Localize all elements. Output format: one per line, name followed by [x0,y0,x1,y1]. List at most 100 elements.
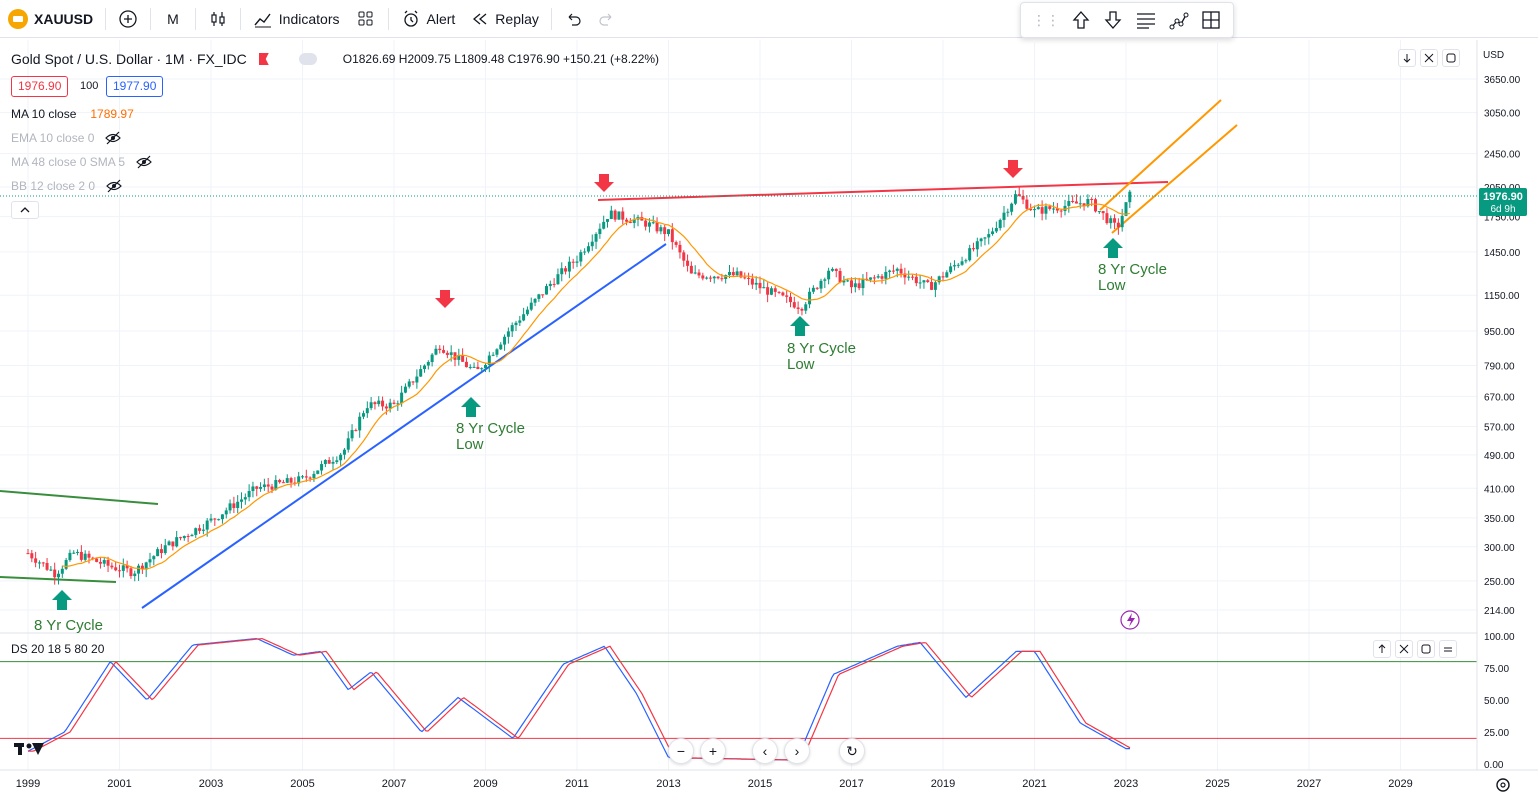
candle-body [735,271,739,276]
candle-body [884,271,888,279]
time-axis-label: 2025 [1205,778,1229,790]
candle-body [945,272,949,278]
undo-button[interactable] [556,0,590,38]
candle-body [853,283,857,288]
symbol-search[interactable]: XAUUSD [0,0,101,38]
candle-body [674,242,678,245]
price-axis-label: 2450.00 [1484,150,1521,161]
candle-body [335,460,339,462]
candle-body [491,354,495,356]
indicator-bb12[interactable]: BB 12 close 2 0 [11,179,123,193]
candle-body [354,430,358,432]
oscillator-lines [27,637,1131,761]
candle-body [281,482,285,484]
replay-button[interactable]: Replay [463,0,547,38]
candle-body [476,366,480,370]
candle-body [533,298,537,303]
candle-body [716,276,720,279]
chart-type-button[interactable] [200,0,236,38]
scroll-left-button[interactable]: ‹ [752,738,778,764]
candle-body [518,320,522,323]
maximize-osc-button[interactable] [1417,640,1435,658]
arrow-down-icon[interactable] [1102,9,1124,31]
candle-body [682,252,686,261]
ohlc-change: +150.21 (+8.22%) [562,52,660,66]
candle-body [781,292,785,296]
candle-body [525,309,529,315]
lightning-icon[interactable] [1120,610,1140,630]
candle-body [941,276,945,278]
candle-body [998,219,1002,229]
candle-body [194,528,198,535]
candle-body [1036,207,1040,210]
price-axis-label: 950.00 [1484,327,1515,338]
candle-body [705,277,709,279]
candle-body [255,486,259,489]
currency-label[interactable]: USD [1483,50,1504,61]
candle-body [34,558,38,563]
path-icon[interactable] [1168,9,1190,31]
buy-price-box[interactable]: 1977.90 [106,76,164,97]
candle-body [922,280,926,283]
alert-button[interactable]: Alert [393,0,464,38]
redo-button[interactable] [590,0,624,38]
eye-off-icon[interactable] [104,131,122,145]
collapse-icon [1444,647,1452,652]
candle-body [316,470,320,474]
drag-handle-icon[interactable]: ⋮⋮ [1032,11,1060,28]
candle-body [808,291,812,305]
eye-off-icon[interactable] [105,179,123,193]
interval-button[interactable]: M [155,0,191,38]
indicators-button[interactable]: Indicators [245,0,348,38]
candle-body [392,402,396,404]
symbol-description[interactable]: Gold Spot / U.S. Dollar · 1M · FX_IDC [11,51,247,67]
indicator-ema10[interactable]: EMA 10 close 0 [11,131,122,145]
eye-off-icon[interactable] [135,155,153,169]
reset-chart-button[interactable]: ↻ [839,738,865,764]
more-icon[interactable] [298,53,317,65]
candle-body [842,280,846,283]
candle-body [720,278,724,280]
scroll-right-button[interactable]: › [784,738,810,764]
price-axis-label: 3650.00 [1484,75,1521,86]
close-osc-button[interactable] [1395,640,1413,658]
candle-body [266,484,270,487]
rewind-icon [473,13,487,24]
chart-canvas[interactable]: 3650.003050.002450.002050.001750.001450.… [0,40,1538,802]
more-osc-button[interactable] [1439,640,1457,658]
maximize-pane-button[interactable] [1442,49,1460,67]
compare-button[interactable] [110,0,146,38]
measure-icon[interactable] [1200,9,1222,31]
candle-body [815,287,819,289]
candle-body [381,400,385,407]
candle-body [430,354,434,363]
indicator-ma10[interactable]: MA 10 close 1789.97 [11,107,134,121]
annotation-2-line1: 8 Yr Cycle [456,420,525,437]
up-arrow-marker [461,397,481,417]
move-up-button[interactable] [1373,640,1391,658]
candle-body [876,276,880,278]
oscillator-label[interactable]: DS 20 18 5 80 20 [11,642,105,656]
move-down-button[interactable] [1398,49,1416,67]
templates-button[interactable] [348,0,384,38]
alert-label: Alert [426,10,456,27]
candle-body [415,376,419,383]
zoom-in-button[interactable]: + [700,738,726,764]
candle-body [198,528,202,531]
candle-body [750,278,754,285]
gear-icon[interactable] [1496,778,1510,792]
flag-icon[interactable] [258,53,269,65]
indicator-ma48[interactable]: MA 48 close 0 SMA 5 [11,155,153,169]
candle-body [579,252,583,262]
long-position-icon[interactable] [1134,9,1158,31]
arrow-up-icon[interactable] [1070,9,1092,31]
collapse-legend-button[interactable] [11,201,39,219]
close-pane-button[interactable] [1420,49,1438,67]
interval-label: M [167,10,179,27]
candle-body [846,280,850,282]
candle-body [228,503,232,511]
sell-price-box[interactable]: 1976.90 [11,76,69,97]
tradingview-logo[interactable] [14,743,44,755]
zoom-out-button[interactable]: − [668,738,694,764]
candle-body [838,270,842,283]
